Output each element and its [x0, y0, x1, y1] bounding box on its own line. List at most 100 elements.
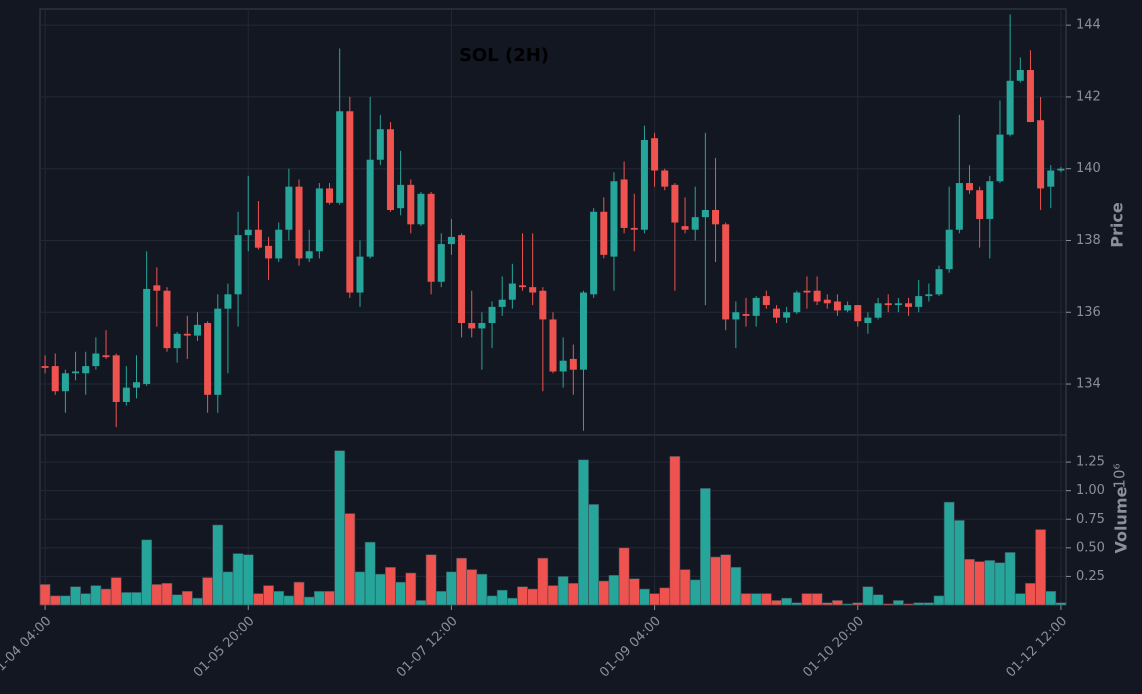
candle-body [823, 299, 831, 304]
volume-bar [771, 600, 782, 606]
candle-body [813, 290, 821, 302]
volume-bar [110, 577, 122, 606]
price-axis-label: Price [1108, 202, 1127, 248]
volume-bar [557, 576, 569, 606]
volume-bar [232, 553, 244, 606]
candle-body [143, 288, 151, 385]
candle-body [590, 211, 598, 295]
volume-bar [435, 590, 447, 606]
candle-body [986, 181, 994, 219]
candle-body [51, 366, 59, 392]
candle-body [874, 303, 882, 318]
volume-bar [1025, 582, 1036, 606]
volume-bar [293, 581, 305, 606]
candle-body [407, 184, 415, 225]
chart-title: SOL (2H) [459, 45, 549, 66]
candle-body [762, 296, 770, 306]
volume-bar [974, 561, 986, 606]
volume-bar [212, 524, 224, 606]
candle-body [742, 314, 750, 316]
volume-bar [964, 558, 975, 606]
volume-bar [618, 547, 630, 606]
candle-body [1037, 120, 1045, 189]
volume-bar [547, 585, 559, 606]
y-tick-label: 138 [1076, 233, 1101, 248]
candle-body [214, 308, 222, 395]
candle-body [153, 285, 161, 291]
volume-bar [1014, 593, 1026, 606]
volume-bar [385, 566, 396, 606]
volume-bar [832, 600, 843, 606]
volume-bar [730, 566, 742, 606]
candle-body [498, 299, 506, 307]
y-tick-label: 140 [1076, 161, 1101, 176]
candle-body [61, 373, 69, 392]
candle-body [935, 269, 943, 295]
candle-body [610, 181, 618, 257]
candle-body [315, 188, 323, 252]
volume-bar [933, 595, 945, 606]
volume-bar [598, 580, 610, 606]
candle-body [671, 184, 679, 223]
volume-bar [273, 590, 285, 606]
candle-body [478, 323, 486, 329]
candle-body [905, 303, 913, 307]
volume-bar [506, 597, 518, 606]
volume-bar [872, 594, 884, 606]
volume-bar [740, 593, 752, 606]
volume-bar [313, 590, 325, 606]
candle-body [386, 129, 394, 210]
y-tick-label: 0.75 [1076, 512, 1105, 527]
candle-body [437, 244, 445, 282]
candle-body [620, 179, 628, 228]
volume-bar [608, 574, 620, 606]
candle-body [265, 245, 273, 259]
candle-body [133, 382, 141, 388]
candle-body [722, 224, 730, 320]
candle-body [82, 366, 90, 374]
volume-bar [852, 602, 864, 606]
candle-body [234, 235, 242, 295]
volume-bar [344, 513, 356, 606]
candle-body [122, 387, 130, 402]
candle-body [397, 184, 405, 209]
volume-bar [60, 595, 71, 606]
volume-bar [903, 603, 914, 606]
candle-body [844, 305, 852, 311]
candle-body [183, 333, 191, 336]
volume-bar [943, 501, 955, 606]
candle-body [1016, 70, 1024, 81]
candle-body [712, 209, 720, 225]
volume-bar [720, 554, 732, 606]
candle-body [925, 294, 933, 297]
volume-bar [222, 571, 234, 606]
candle-body [1006, 80, 1014, 135]
volume-bar [953, 520, 965, 606]
volume-bar [984, 560, 996, 606]
volume-bar [466, 569, 478, 606]
volume-bar [710, 556, 721, 606]
candle-body [254, 229, 262, 248]
volume-bar [192, 597, 203, 606]
candle-body [752, 297, 760, 316]
volume-bar [862, 586, 874, 606]
volume-bar [923, 602, 935, 606]
volume-bar [395, 581, 407, 606]
candle-body [173, 333, 181, 349]
candle-body [945, 229, 953, 270]
volume-bar [1035, 529, 1046, 606]
candle-body [112, 355, 120, 402]
volume-bar [425, 554, 437, 606]
volume-bar [242, 554, 254, 606]
y-tick-label: 1.25 [1076, 455, 1105, 470]
candle-body [488, 306, 496, 324]
volume-bar [70, 586, 81, 606]
volume-bar [131, 592, 142, 606]
candle-body [854, 305, 862, 322]
candle-body [305, 251, 313, 259]
volume-scale-label: 10⁶ [1111, 463, 1129, 488]
candle-body [1047, 170, 1055, 187]
candle-body [102, 355, 110, 358]
candle-body [783, 312, 791, 318]
